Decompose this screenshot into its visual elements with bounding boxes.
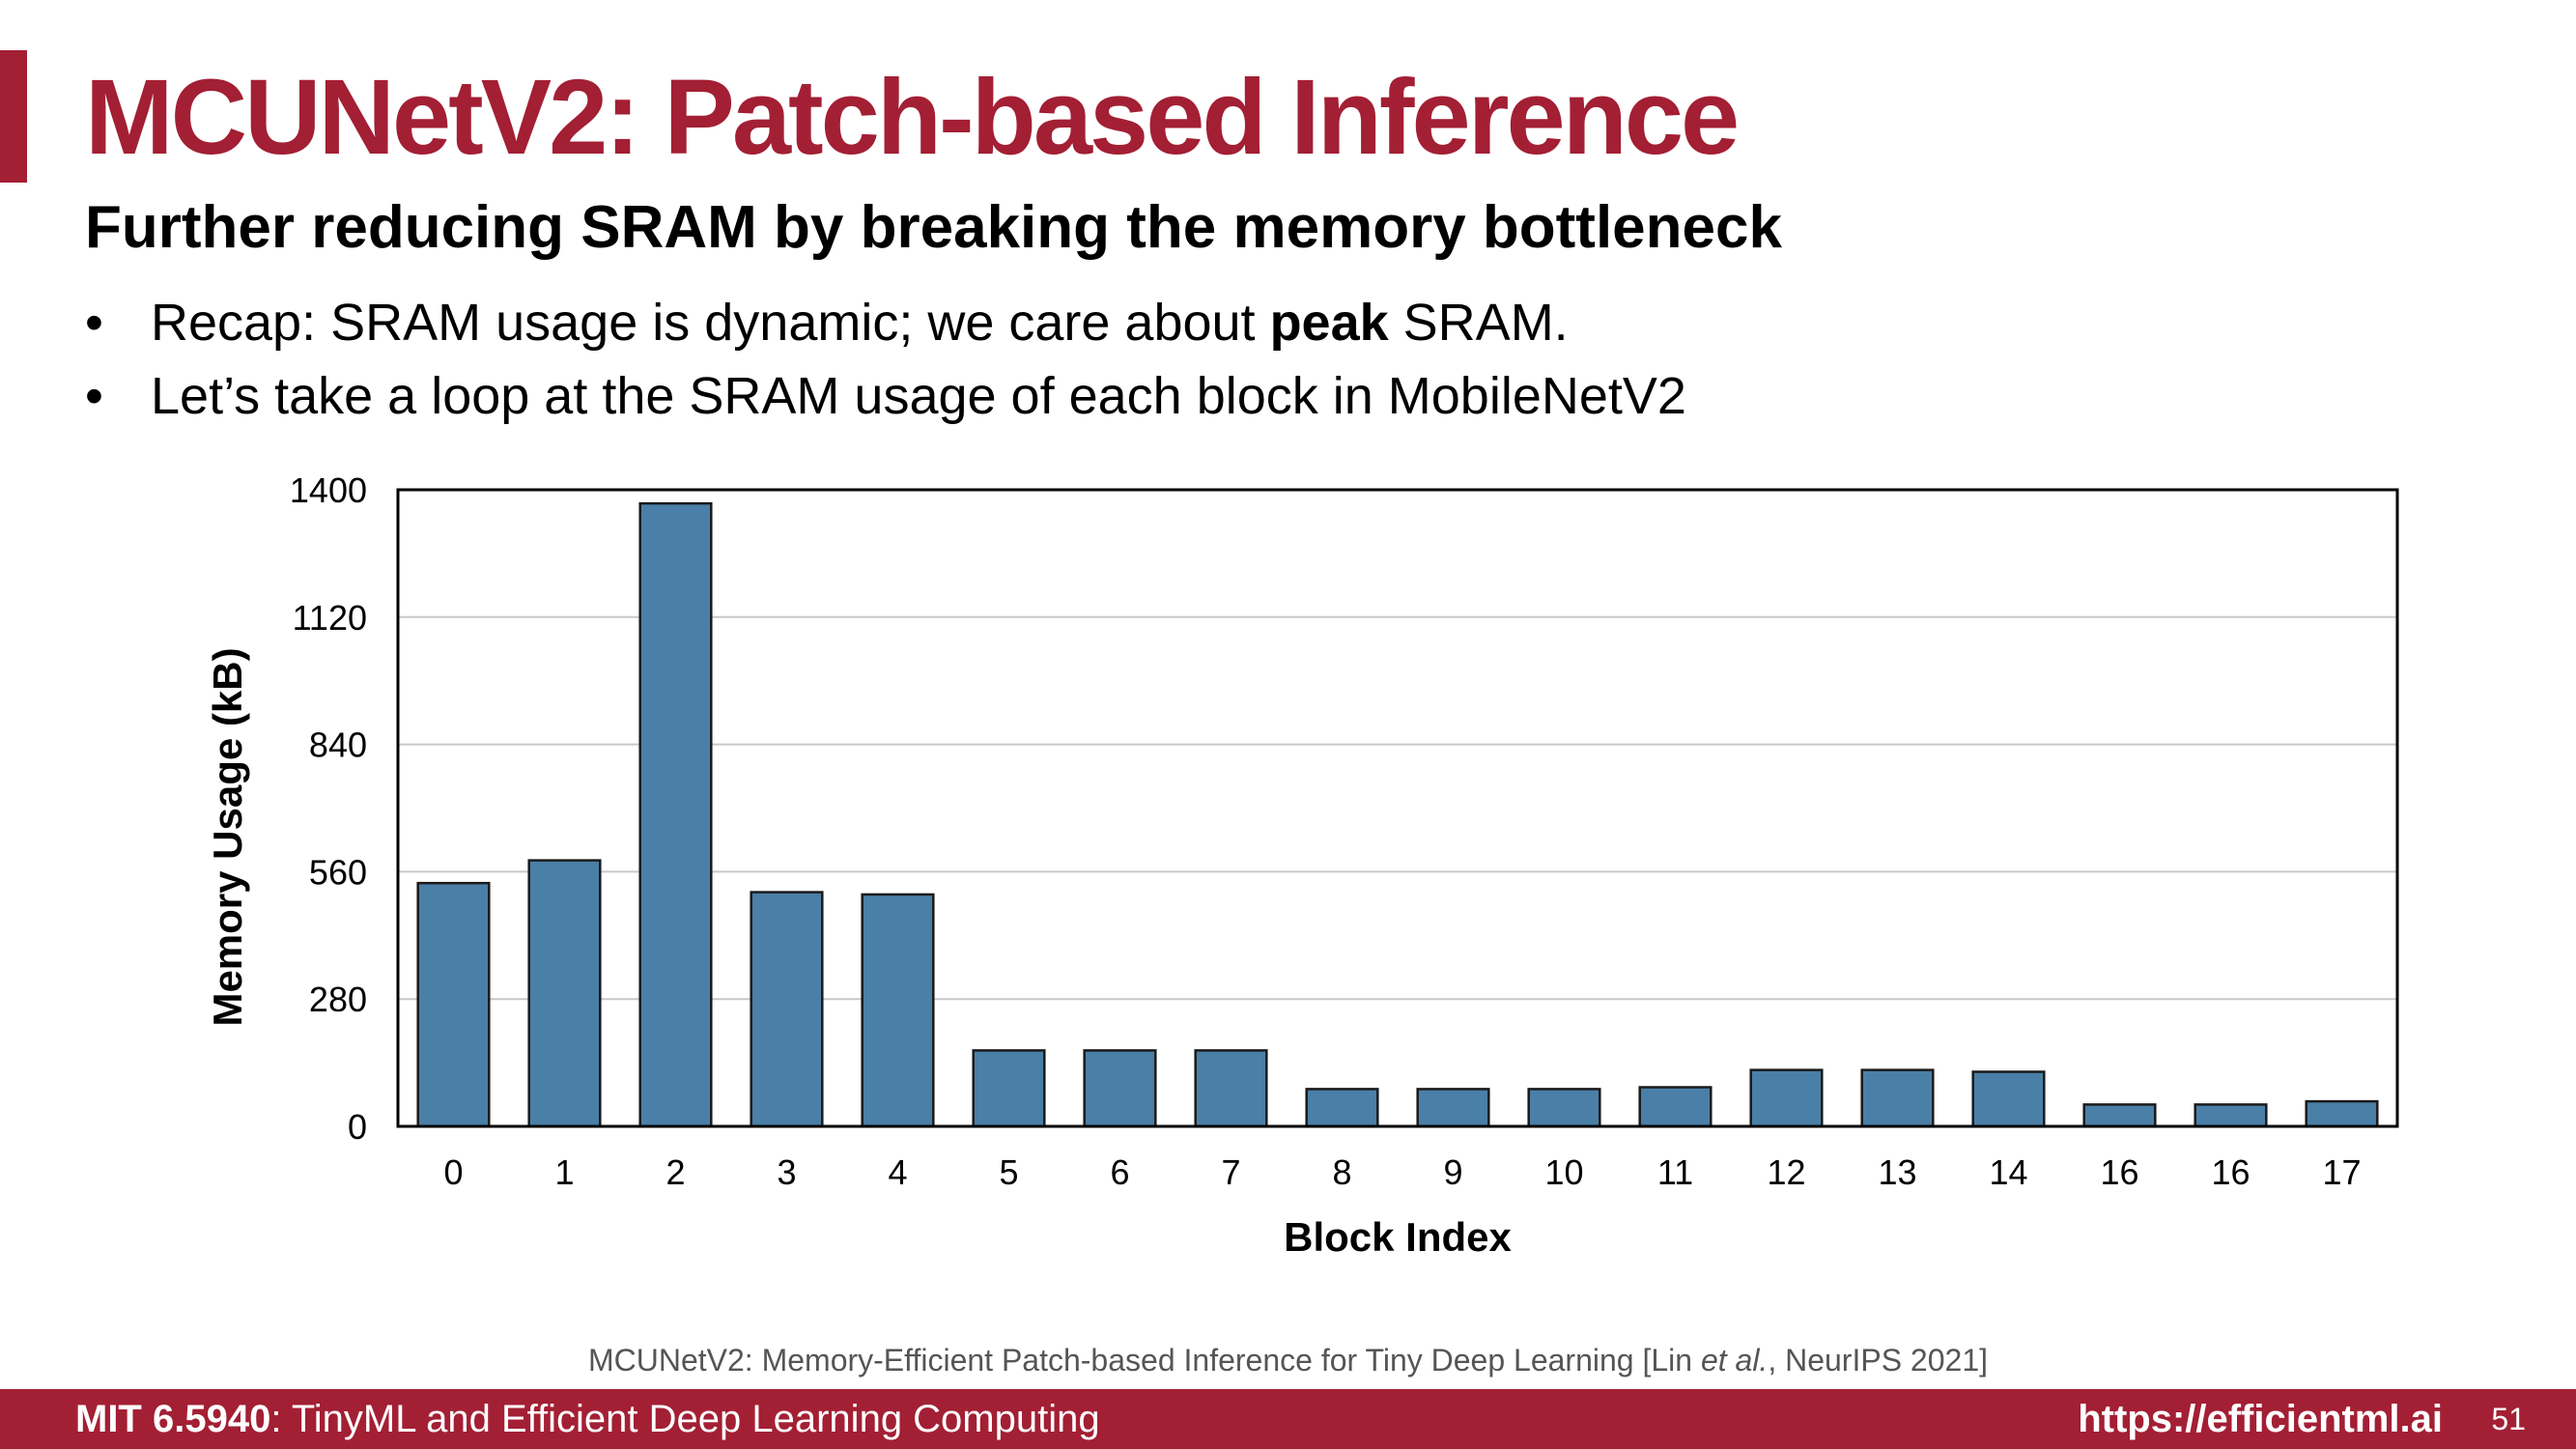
footer-course-name: : TinyML and Efficient Deep Learning Com… [270, 1398, 1100, 1440]
x-tick-label: 3 [777, 1152, 796, 1192]
bullet-list: • Recap: SRAM usage is dynamic; we care a… [85, 286, 1686, 433]
bar-block-9 [1416, 1088, 1490, 1128]
bullet-dot: • [85, 367, 103, 425]
bullet-text: Recap: SRAM usage is dynamic; we care ab… [151, 294, 1270, 352]
x-tick-label: 0 [443, 1152, 463, 1192]
x-tick-label: 6 [1110, 1152, 1129, 1192]
bar-block-2 [638, 501, 713, 1128]
plot-frame [396, 488, 2399, 1128]
x-tick-labels: 0 1 2 3 4 5 6 7 8 9 10 11 12 13 14 16 16 17 [443, 1152, 2361, 1192]
chart-gridlines [398, 615, 2397, 1001]
bar-block-15 [2082, 1103, 2157, 1128]
bar-block-4 [861, 893, 935, 1128]
citation-italic: et al. [1700, 1343, 1769, 1378]
bar-block-11 [1638, 1086, 1713, 1128]
x-tick-label: 5 [999, 1152, 1018, 1192]
y-tick-label: 840 [309, 725, 367, 765]
bullet-dot: • [85, 294, 103, 352]
x-tick-label: 4 [888, 1152, 907, 1192]
bar-block-3 [750, 891, 824, 1128]
x-tick-label: 14 [1989, 1152, 2027, 1192]
bar-block-6 [1083, 1049, 1157, 1128]
x-tick-label: 9 [1443, 1152, 1462, 1192]
chart-bars [416, 501, 2379, 1128]
bullet-emphasis: peak [1269, 294, 1389, 352]
y-tick-label: 1400 [290, 470, 367, 510]
x-axis-label: Block Index [1284, 1214, 1512, 1260]
footer-course: MIT 6.5940: TinyML and Efficient Deep Le… [75, 1389, 1100, 1449]
x-tick-label: 16 [2211, 1152, 2250, 1192]
x-tick-label: 13 [1878, 1152, 1916, 1192]
x-tick-label: 1 [554, 1152, 574, 1192]
footer-url-link[interactable]: https://efficientml.ai [2078, 1398, 2443, 1440]
x-tick-label: 8 [1332, 1152, 1351, 1192]
bar-block-17 [2305, 1099, 2379, 1128]
bar-block-0 [416, 881, 491, 1128]
x-tick-label: 12 [1767, 1152, 1805, 1192]
slide-subtitle: Further reducing SRAM by breaking the me… [85, 194, 1782, 261]
y-tick-labels: 0 280 560 840 1120 1400 [290, 470, 367, 1147]
bar-block-14 [1971, 1070, 2046, 1128]
page-number: 51 [2491, 1402, 2526, 1436]
y-tick-label: 560 [309, 852, 367, 892]
x-tick-label: 11 [1657, 1152, 1693, 1192]
footer-course-code: MIT 6.5940 [75, 1398, 271, 1440]
bullet-item: • Recap: SRAM usage is dynamic; we care a… [85, 286, 1686, 359]
bar-block-10 [1527, 1088, 1601, 1128]
bar-block-16 [2194, 1103, 2268, 1128]
title-accent-bar [0, 50, 27, 183]
citation: MCUNetV2: Memory-Efficient Patch-based I… [0, 1343, 2576, 1378]
citation-text: MCUNetV2: Memory-Efficient Patch-based I… [587, 1343, 1701, 1378]
bullet-text: Let’s take a loop at the SRAM usage of e… [151, 367, 1686, 425]
footer-bar: MIT 6.5940: TinyML and Efficient Deep Le… [0, 1389, 2576, 1449]
bullet-text: SRAM. [1388, 294, 1569, 352]
bullet-item: • Let’s take a loop at the SRAM usage of … [85, 359, 1686, 433]
x-tick-label: 7 [1221, 1152, 1240, 1192]
bar-block-1 [527, 859, 602, 1128]
x-tick-label: 16 [2100, 1152, 2138, 1192]
citation-text: , NeurIPS 2021] [1768, 1343, 1988, 1378]
bar-block-12 [1749, 1068, 1824, 1128]
x-tick-label: 17 [2322, 1152, 2361, 1192]
y-tick-label: 0 [348, 1107, 367, 1147]
bar-block-7 [1194, 1049, 1268, 1128]
bar-block-5 [972, 1049, 1046, 1128]
x-tick-label: 2 [665, 1152, 685, 1192]
bar-block-13 [1860, 1068, 1935, 1128]
x-tick-label: 10 [1544, 1152, 1583, 1192]
y-tick-label: 280 [309, 980, 367, 1019]
y-tick-label: 1120 [293, 598, 367, 638]
y-axis-label: Memory Usage (kB) [205, 647, 250, 1026]
bar-block-8 [1305, 1088, 1379, 1128]
slide-title: MCUNetV2: Patch-based Inference [85, 58, 1740, 177]
